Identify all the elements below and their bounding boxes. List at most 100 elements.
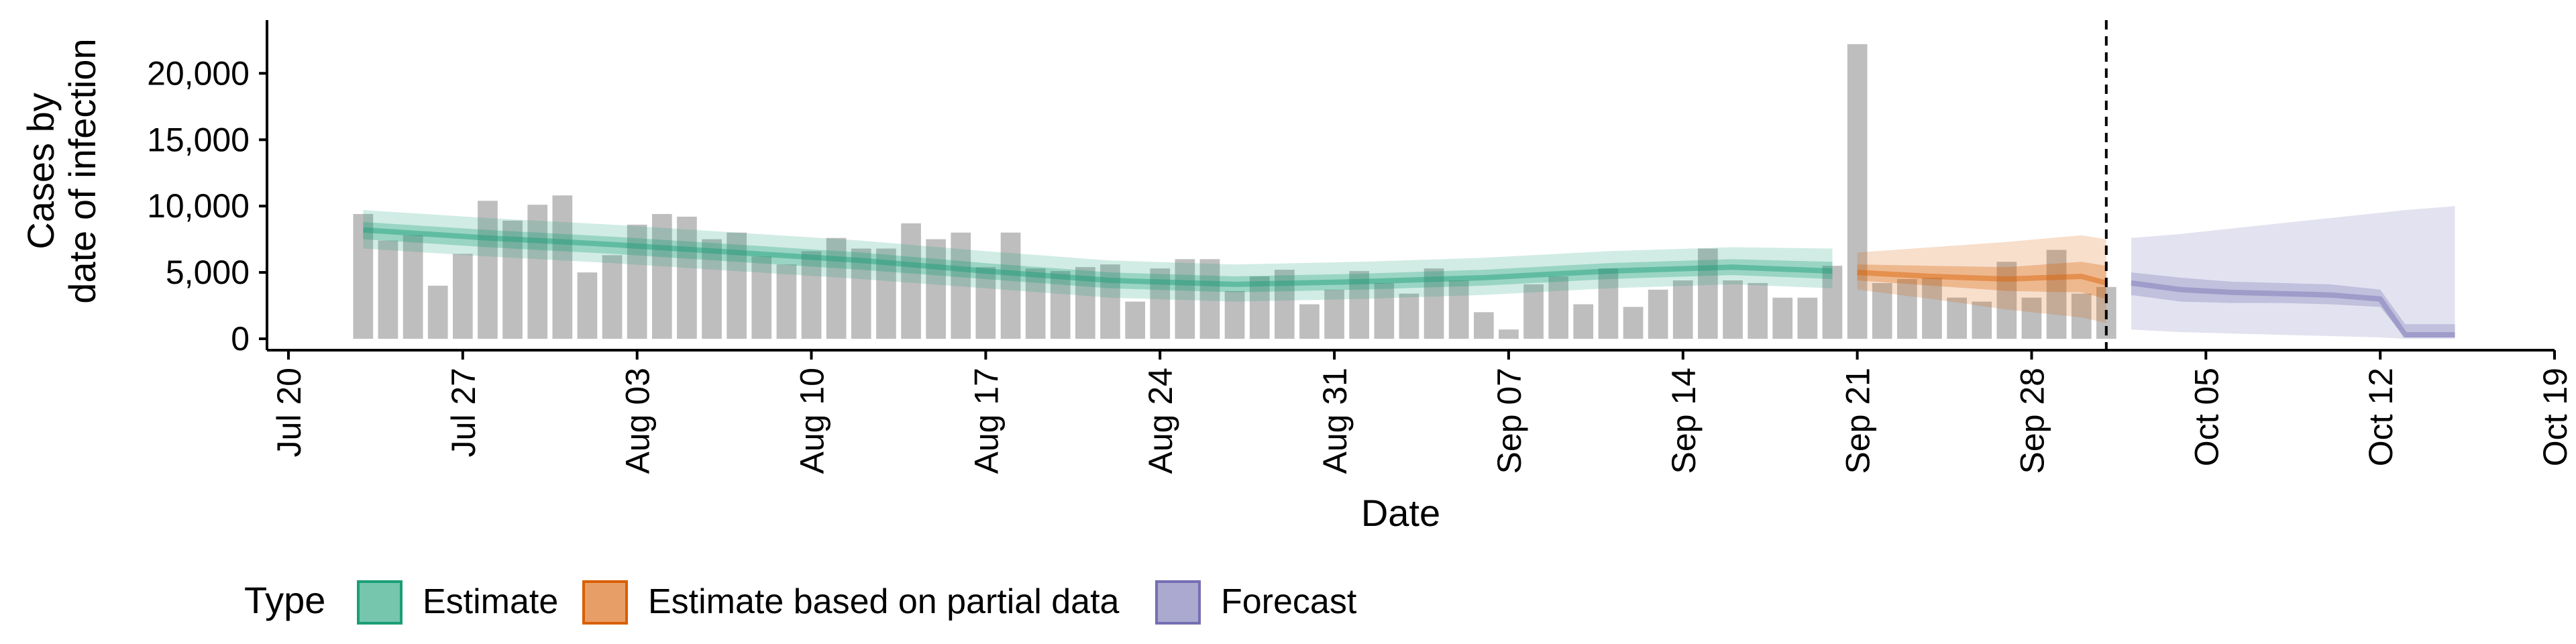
- bar: [1125, 301, 1145, 339]
- bar: [951, 232, 971, 339]
- bar: [851, 248, 871, 339]
- x-tick-label: Aug 17: [967, 368, 1005, 474]
- bar: [1299, 304, 1320, 339]
- bar: [826, 237, 847, 339]
- x-axis-title: Date: [1361, 492, 1440, 534]
- legend: Type Estimate Estimate based on partial …: [244, 579, 1357, 625]
- bar: [776, 264, 797, 339]
- legend-key-partial: [582, 580, 628, 625]
- bar: [627, 224, 647, 339]
- bar: [1573, 304, 1594, 339]
- bar: [1847, 44, 1868, 339]
- bar: [1972, 301, 1992, 339]
- bar: [751, 256, 772, 339]
- legend-title: Type: [244, 579, 325, 621]
- bar: [1897, 279, 1917, 339]
- bar: [2021, 297, 2042, 339]
- y-axis-title-line-2: date of infection: [61, 38, 103, 303]
- bar: [1623, 307, 1644, 339]
- x-tick-label: Oct 12: [2362, 368, 2400, 466]
- bar: [602, 255, 623, 339]
- bar: [1349, 271, 1369, 339]
- legend-label-forecast: Forecast: [1221, 582, 1357, 621]
- bar: [577, 272, 598, 339]
- estimate-median-line: [363, 227, 1833, 287]
- x-tick-label: Aug 31: [1316, 368, 1354, 474]
- bar: [1050, 271, 1071, 339]
- y-tick-label: 15,000: [147, 121, 250, 158]
- forecast-median-line: [2131, 280, 2455, 338]
- x-tick-label: Sep 28: [2014, 368, 2051, 474]
- y-axis: 0 5,000 10,000 15,000 20,000: [147, 20, 268, 358]
- bar: [801, 251, 822, 339]
- bar: [1275, 270, 1295, 339]
- bar: [1996, 262, 2017, 339]
- bar: [1474, 312, 1494, 339]
- x-tick-label: Aug 24: [1142, 368, 1179, 474]
- legend-label-partial: Estimate based on partial data: [648, 582, 1120, 621]
- y-tick-label: 0: [231, 320, 250, 358]
- forecast-band-90: [2131, 206, 2455, 339]
- estimate-band-90: [363, 210, 1833, 302]
- bar: [1424, 268, 1444, 339]
- bar: [1772, 297, 1793, 339]
- bars: [353, 44, 2116, 339]
- bar: [1199, 259, 1220, 339]
- bar: [876, 248, 896, 339]
- bar: [478, 201, 498, 339]
- x-tick-label: Jul 27: [445, 368, 482, 457]
- bar: [1822, 266, 1843, 339]
- bar: [1249, 276, 1270, 339]
- bar: [1947, 297, 1967, 339]
- bar: [402, 235, 423, 339]
- x-tick-label: Sep 07: [1491, 368, 1528, 474]
- x-tick-label: Aug 10: [794, 368, 831, 474]
- forecast-band-50: [2131, 272, 2455, 337]
- y-tick-label: 20,000: [147, 54, 250, 92]
- bar: [1698, 248, 1718, 339]
- bar: [1523, 284, 1544, 339]
- estimate-based-on-partial-data-band-90: [1857, 235, 2106, 323]
- estimate-based-on-partial-data-median-line: [1857, 270, 2107, 286]
- bar: [727, 232, 747, 339]
- bar: [1548, 276, 1568, 339]
- bar: [1100, 264, 1120, 339]
- bar: [1648, 289, 1668, 339]
- bar: [1499, 329, 1519, 339]
- x-axis-ticks: Jul 20 Jul 27 Aug 03 Aug 10 Aug 17 Aug 24 Aug …: [270, 350, 2574, 474]
- bar: [1374, 282, 1395, 339]
- bar: [1872, 282, 1892, 339]
- bar: [1922, 278, 1942, 339]
- x-tick-label: Sep 14: [1665, 368, 1703, 474]
- legend-key-forecast: [1155, 580, 1201, 625]
- bar: [1748, 282, 1768, 339]
- bar: [1324, 289, 1344, 339]
- bar: [527, 205, 548, 339]
- bar: [353, 214, 374, 339]
- bar: [552, 195, 573, 339]
- bar: [1075, 267, 1095, 339]
- bar: [901, 223, 921, 339]
- bar: [378, 240, 398, 339]
- y-axis-title-line-1: Cases by: [19, 93, 62, 249]
- x-tick-label: Oct 19: [2536, 368, 2574, 466]
- x-tick-label: Sep 21: [1839, 368, 1877, 474]
- bar: [677, 217, 697, 339]
- y-tick-label: 5,000: [166, 254, 250, 291]
- bar: [652, 214, 672, 339]
- legend-key-estimate: [357, 580, 402, 625]
- bar: [702, 239, 722, 339]
- bar: [1000, 232, 1021, 339]
- y-tick-label: 10,000: [147, 187, 250, 225]
- bar: [2046, 250, 2067, 339]
- x-tick-label: Jul 20: [270, 368, 308, 457]
- bar: [1723, 280, 1743, 339]
- x-tick-label: Aug 03: [619, 368, 657, 474]
- bar: [1448, 280, 1469, 339]
- bar: [1224, 290, 1245, 339]
- bar: [2071, 293, 2092, 339]
- estimate-band-50: [363, 221, 1833, 292]
- bar: [1399, 293, 1419, 339]
- bar: [1025, 268, 1046, 339]
